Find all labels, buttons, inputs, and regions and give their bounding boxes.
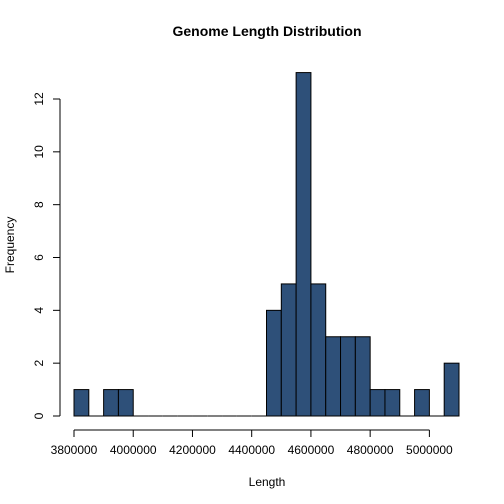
histogram-bar [369,389,386,417]
histogram-bar [443,362,460,417]
x-tick-label: 5000000 [406,443,453,457]
histogram-bar [266,309,282,417]
x-axis-label: Length [249,475,286,489]
y-tick-label: 0 [32,412,46,419]
histogram-bar [73,389,90,417]
histogram-bar [280,283,297,417]
x-tick-label: 4200000 [169,443,216,457]
x-axis: 3800000 4000000 4200000 4400000 4600000 48000… [51,429,453,457]
bars-group [73,72,460,417]
histogram-bar [117,389,134,417]
x-tick-label: 4000000 [110,443,157,457]
y-tick-label: 8 [32,201,46,208]
histogram-bar [340,336,356,417]
x-tick-label: 4400000 [228,443,275,457]
x-tick-label: 4600000 [288,443,335,457]
x-tick-label: 3800000 [51,443,98,457]
y-tick-label: 4 [32,307,46,314]
y-tick-label: 10 [32,145,46,159]
histogram-bar [103,389,119,417]
histogram-bar [310,283,327,417]
chart-title: Genome Length Distribution [173,23,362,39]
histogram-bar [325,336,342,417]
y-axis-label: Frequency [3,217,17,274]
histogram-bar [414,389,430,417]
y-tick-label: 12 [32,92,46,106]
y-tick-label: 6 [32,254,46,261]
histogram-bar [354,336,371,417]
histogram-bar [384,389,401,417]
x-tick-label: 4800000 [347,443,394,457]
histogram-bar [295,72,312,417]
y-axis: 0 2 4 6 8 10 12 [32,92,61,419]
y-tick-label: 2 [32,360,46,367]
